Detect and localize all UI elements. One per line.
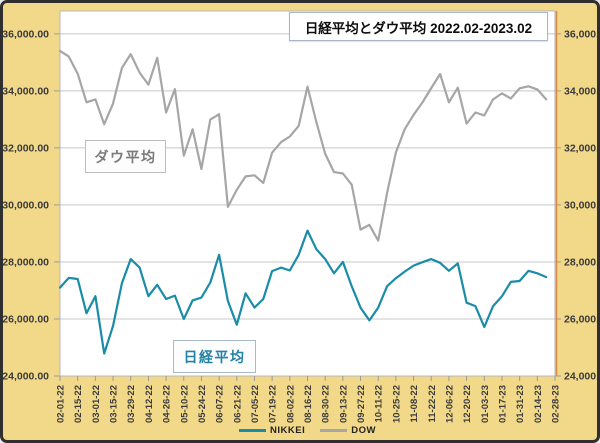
x-axis-label: 10-11-22 (374, 385, 385, 423)
x-axis-label: 08-30-22 (321, 385, 332, 423)
x-axis-label: 02-15-22 (73, 385, 84, 423)
x-axis-label: 06-21-22 (232, 385, 243, 423)
x-axis-label: 02-14-23 (533, 385, 544, 423)
y-axis-label-left: 34,000.00 (3, 85, 49, 97)
x-axis-label: 02-28-23 (551, 385, 562, 423)
y-axis-label-left: 30,000.00 (3, 199, 49, 211)
x-axis-label: 12-06-22 (444, 385, 455, 423)
dow-line (58, 49, 548, 242)
chart-legend: NIKKEI DOW (60, 423, 555, 438)
plot-area (60, 11, 555, 376)
x-axis-label: 09-27-22 (356, 385, 367, 423)
legend-item-dow: DOW (320, 425, 376, 436)
x-axis-label: 08-02-22 (285, 385, 296, 423)
legend-label-nikkei: NIKKEI (270, 425, 306, 436)
legend-label-dow: DOW (351, 425, 376, 436)
x-axis-label: 03-29-22 (126, 385, 137, 423)
x-axis-label: 06-07-22 (215, 385, 226, 423)
x-axis-label: 10-25-22 (391, 385, 402, 423)
x-axis-label: 08-16-22 (303, 385, 314, 423)
x-axis-label: 05-10-22 (179, 385, 190, 423)
x-axis-label: 04-12-22 (144, 385, 155, 423)
y-axis-label-right: 24,000.00 (564, 371, 597, 383)
nikkei-line (58, 229, 548, 355)
x-axis-label: 07-19-22 (268, 385, 279, 423)
x-axis-label: 01-03-23 (480, 385, 491, 423)
x-axis-label: 02-01-22 (56, 385, 67, 423)
y-axis-label-left: 36,000.00 (3, 28, 49, 40)
legend-item-nikkei: NIKKEI (239, 425, 305, 436)
y-axis-label-left: 26,000.00 (3, 313, 49, 325)
x-axis-label: 11-22-22 (427, 385, 438, 423)
dow-line-swatch (320, 429, 348, 432)
nikkei-annotation: 日経平均 (173, 340, 256, 373)
x-axis-label: 07-05-22 (250, 385, 261, 423)
y-axis-label-left: 24,000.00 (3, 371, 49, 383)
x-axis-label: 01-17-23 (497, 385, 508, 423)
y-axis-label-left: 32,000.00 (3, 142, 49, 154)
x-axis-label: 01-31-23 (515, 385, 526, 423)
y-axis-label-right: 30,000.00 (564, 199, 597, 211)
y-axis-label-right: 32,000.00 (564, 142, 597, 154)
dow-annotation: ダウ平均 (85, 140, 166, 173)
chart-plot: 36,000.00 36,000.00 34,000.00 34,000.00 32,0… (3, 10, 597, 423)
x-axis-label: 03-01-22 (91, 385, 102, 423)
y-axis-label-right: 34,000.00 (564, 85, 597, 97)
y-axis-label-left: 28,000.00 (3, 256, 49, 268)
x-axis-label: 09-13-22 (338, 385, 349, 423)
y-axis-label-right: 36,000.00 (564, 28, 597, 40)
x-axis-label: 11-08-22 (409, 385, 420, 423)
x-axis-label: 05-24-22 (197, 385, 208, 423)
nikkei-line-swatch (239, 429, 267, 432)
y-axis-label-right: 26,000.00 (564, 313, 597, 325)
x-axis-label: 03-15-22 (109, 385, 120, 423)
x-axis-label: 12-20-22 (462, 385, 473, 423)
y-axis-label-right: 28,000.00 (564, 256, 597, 268)
x-axis-label: 04-26-22 (162, 385, 173, 423)
chart-title: 日経平均とダウ平均 2022.02-2023.02 (289, 12, 548, 41)
